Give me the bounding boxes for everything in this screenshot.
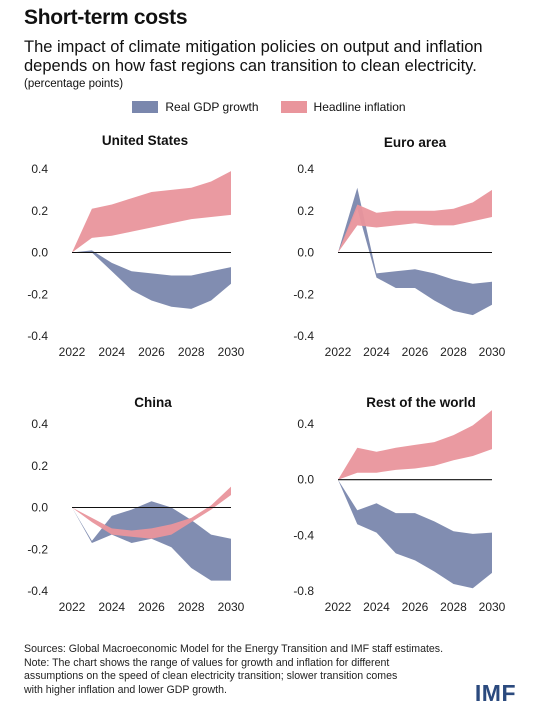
x-tick-label-3-0: 2022 [325,600,352,614]
x-tick-label-3-1: 2024 [363,600,390,614]
band-inflation-3 [338,410,492,480]
y-tick-label-0-1: 0.2 [31,204,48,218]
y-tick-label-2-4: -0.4 [27,584,48,598]
x-tick-label-0-0: 2022 [59,345,86,359]
y-tick-label-0-4: -0.4 [27,329,48,343]
panel-title-0: United States [102,133,188,148]
note-line-1: Note: The chart shows the range of value… [24,656,390,669]
x-tick-label-2-3: 2028 [178,600,205,614]
x-tick-label-0-4: 2030 [218,345,245,359]
band-gdp-0 [72,250,231,309]
y-tick-label-2-2: 0.0 [31,501,48,515]
legend-swatch-inflation [280,101,307,113]
x-tick-label-2-0: 2022 [59,600,86,614]
footnotes: Sources: Global Macroeconomic Model for … [24,643,494,697]
legend-swatch-gdp [132,101,159,113]
y-tick-label-0-3: -0.2 [27,287,48,301]
note-line-2: assumptions on the speed of clean electr… [24,670,398,683]
legend: Real GDP growth Headline inflation [0,100,538,114]
x-tick-label-1-1: 2024 [363,345,390,359]
note-line-3: with higher inflation and lower GDP grow… [24,683,227,696]
panel-title-2: China [134,395,172,410]
band-inflation-1 [338,189,492,253]
x-tick-label-2-1: 2024 [98,600,125,614]
y-tick-label-0-0: 0.4 [31,162,48,176]
legend-item-gdp: Real GDP growth [132,100,259,114]
x-tick-label-2-2: 2026 [138,600,165,614]
x-tick-label-3-3: 2028 [440,600,467,614]
y-tick-label-1-1: 0.2 [297,204,314,218]
x-tick-label-2-4: 2030 [218,600,245,614]
y-tick-label-0-2: 0.0 [31,246,48,260]
panel-title-3: Rest of the world [366,395,476,410]
x-tick-label-0-2: 2026 [138,345,165,359]
legend-label-inflation: Headline inflation [313,100,406,114]
sources-note: Sources: Global Macroeconomic Model for … [24,643,444,655]
x-tick-label-1-4: 2030 [479,345,506,359]
y-tick-label-3-0: 0.4 [297,417,314,431]
y-tick-label-1-0: 0.4 [297,162,314,176]
y-tick-label-1-2: 0.0 [297,246,314,260]
y-tick-label-2-1: 0.2 [31,459,48,473]
x-tick-label-1-2: 2026 [402,345,429,359]
y-tick-label-2-0: 0.4 [31,417,48,431]
legend-item-inflation: Headline inflation [280,100,406,114]
band-inflation-0 [72,171,231,253]
x-tick-label-3-2: 2026 [402,600,429,614]
chart-title: Short-term costs [24,6,188,29]
x-tick-label-3-4: 2030 [479,600,506,614]
x-tick-label-0-1: 2024 [98,345,125,359]
charts-area: United States 0.4 0.2 0.0 -0.2 -0.4 2022 2024 20… [27,133,506,614]
unit-label: (percentage points) [24,78,124,90]
y-tick-label-2-3: -0.2 [27,542,48,556]
chart-subtitle: The impact of climate mitigation policie… [24,38,483,75]
y-tick-label-3-3: -0.8 [293,584,314,598]
panel-title-1: Euro area [384,135,447,150]
y-tick-label-3-1: 0.0 [297,473,314,487]
imf-logo: IMF [474,680,516,706]
legend-label-gdp: Real GDP growth [165,100,259,114]
y-tick-label-1-4: -0.4 [293,329,314,343]
x-tick-label-1-3: 2028 [440,345,467,359]
y-tick-label-1-3: -0.2 [293,287,314,301]
band-gdp-1 [338,187,492,316]
x-tick-label-0-3: 2028 [178,345,205,359]
band-gdp-2 [72,501,231,581]
band-gdp-3 [338,479,492,589]
y-tick-label-3-2: -0.4 [293,528,314,542]
x-tick-label-1-0: 2022 [325,345,352,359]
